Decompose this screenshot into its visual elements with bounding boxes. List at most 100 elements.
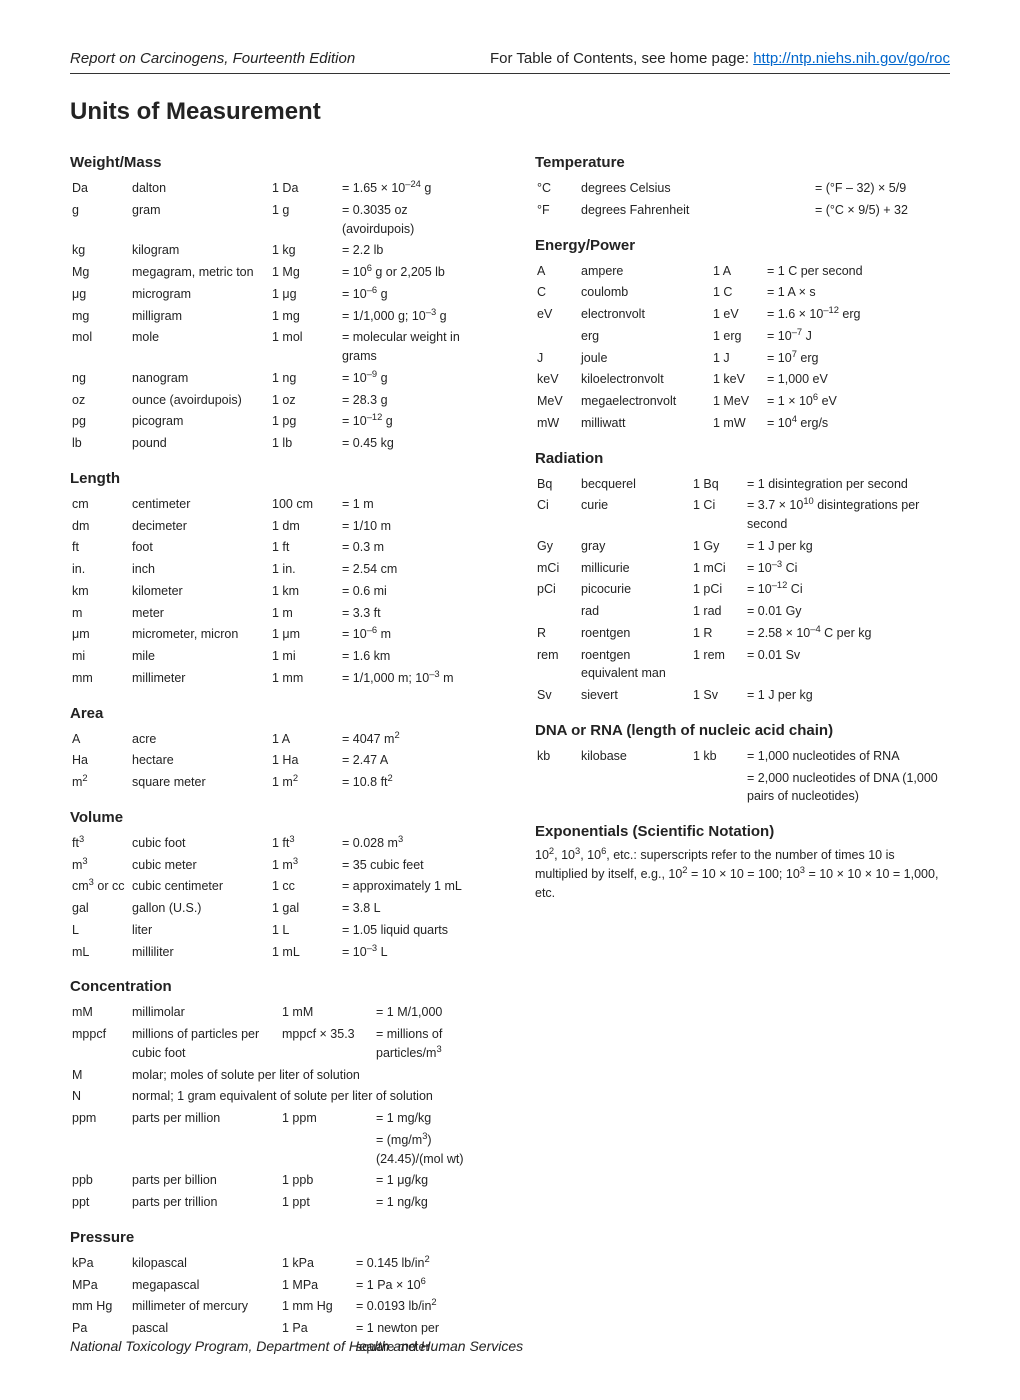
unit-abbrev: eV bbox=[537, 305, 579, 325]
table-row: ggram1 g= 0.3035 oz (avoirdupois) bbox=[72, 201, 483, 240]
table-row: mMmillimolar1 mM= 1 M/1,000 bbox=[72, 1003, 483, 1023]
table-row: Jjoule1 J= 107 erg bbox=[537, 349, 948, 369]
unit-abbrev: A bbox=[537, 262, 579, 282]
unit-name: nanogram bbox=[132, 369, 270, 389]
table-row: rad1 rad= 0.01 Gy bbox=[537, 602, 948, 622]
unit-abbrev: ng bbox=[72, 369, 130, 389]
unit-name: cubic meter bbox=[132, 856, 270, 876]
unit-equivalence: = 1 J per kg bbox=[747, 686, 948, 706]
unit-equivalence: = 1 J per kg bbox=[747, 537, 948, 557]
table-row: eVelectronvolt1 eV= 1.6 × 10–12 erg bbox=[537, 305, 948, 325]
unit-quantity: 1 MeV bbox=[713, 392, 765, 412]
unit-name: molar; moles of solute per liter of solu… bbox=[132, 1066, 483, 1086]
unit-name: coulomb bbox=[581, 283, 711, 303]
unit-abbrev bbox=[537, 769, 579, 808]
unit-table: Aacre1 A= 4047 m2Hahectare1 Ha= 2.47 Am2… bbox=[70, 728, 485, 795]
unit-equivalence: = 2.2 lb bbox=[342, 241, 483, 261]
unit-quantity: 1 μg bbox=[272, 285, 340, 305]
unit-quantity: 1 cc bbox=[272, 877, 340, 897]
unit-name: ounce (avoirdupois) bbox=[132, 391, 270, 411]
unit-name: gray bbox=[581, 537, 691, 557]
unit-name: becquerel bbox=[581, 475, 691, 495]
unit-name: degrees Celsius bbox=[581, 179, 743, 199]
unit-table: °Cdegrees Celsius= (°F – 32) × 5/9°Fdegr… bbox=[535, 177, 950, 223]
unit-equivalence: = 35 cubic feet bbox=[342, 856, 483, 876]
page-title: Units of Measurement bbox=[70, 98, 950, 126]
unit-abbrev: Bq bbox=[537, 475, 579, 495]
unit-abbrev: °C bbox=[537, 179, 579, 199]
table-row: mWmilliwatt1 mW= 104 erg/s bbox=[537, 414, 948, 434]
header-title-right: For Table of Contents, see home page: ht… bbox=[490, 50, 950, 67]
unit-name: kilometer bbox=[132, 582, 270, 602]
unit-name: meter bbox=[132, 604, 270, 624]
unit-name: inch bbox=[132, 560, 270, 580]
table-row: °Cdegrees Celsius= (°F – 32) × 5/9 bbox=[537, 179, 948, 199]
unit-abbrev: cm3 or cc bbox=[72, 877, 130, 897]
unit-equivalence: = 1 Pa × 106 bbox=[356, 1276, 483, 1296]
unit-equivalence: = 4047 m2 bbox=[342, 730, 483, 750]
unit-equivalence: = 3.8 L bbox=[342, 899, 483, 919]
unit-name: curie bbox=[581, 496, 691, 535]
unit-name: megaelectronvolt bbox=[581, 392, 711, 412]
unit-equivalence: = 0.01 Sv bbox=[747, 646, 948, 685]
table-row: in.inch1 in.= 2.54 cm bbox=[72, 560, 483, 580]
table-row: Hahectare1 Ha= 2.47 A bbox=[72, 751, 483, 771]
unit-quantity: 1 mM bbox=[282, 1003, 374, 1023]
section-title: Temperature bbox=[535, 154, 950, 171]
unit-abbrev: μg bbox=[72, 285, 130, 305]
unit-name: milliliter bbox=[132, 943, 270, 963]
table-row: molmole1 mol= molecular weight in grams bbox=[72, 328, 483, 367]
unit-name: micrometer, micron bbox=[132, 625, 270, 645]
unit-equivalence: = 1 M/1,000 bbox=[376, 1003, 483, 1023]
section-title: Radiation bbox=[535, 450, 950, 467]
table-row: mm Hgmillimeter of mercury1 mm Hg= 0.019… bbox=[72, 1297, 483, 1317]
table-row: ft3cubic foot1 ft3= 0.028 m3 bbox=[72, 834, 483, 854]
unit-quantity: 100 cm bbox=[272, 495, 340, 515]
unit-name: gallon (U.S.) bbox=[132, 899, 270, 919]
unit-table: ft3cubic foot1 ft3= 0.028 m3m3cubic mete… bbox=[70, 832, 485, 965]
unit-equivalence: = 1/1,000 g; 10–3 g bbox=[342, 307, 483, 327]
unit-name: normal; 1 gram equivalent of solute per … bbox=[132, 1087, 483, 1107]
unit-quantity: 1 eV bbox=[713, 305, 765, 325]
unit-equivalence: = 1.65 × 10–24 g bbox=[342, 179, 483, 199]
unit-abbrev: ppb bbox=[72, 1171, 130, 1191]
unit-quantity: 1 ppt bbox=[282, 1193, 374, 1213]
table-row: Mmolar; moles of solute per liter of sol… bbox=[72, 1066, 483, 1086]
unit-abbrev: ppt bbox=[72, 1193, 130, 1213]
table-row: erg1 erg= 10–7 J bbox=[537, 327, 948, 347]
unit-equivalence: = 0.6 mi bbox=[342, 582, 483, 602]
unit-quantity: 1 Bq bbox=[693, 475, 745, 495]
unit-equivalence: = 2.54 cm bbox=[342, 560, 483, 580]
unit-name: milligram bbox=[132, 307, 270, 327]
unit-equivalence: = 1 mg/kg bbox=[376, 1109, 483, 1129]
unit-abbrev: L bbox=[72, 921, 130, 941]
unit-name bbox=[581, 769, 691, 808]
unit-name: milliwatt bbox=[581, 414, 711, 434]
table-row: = (mg/m3)(24.45)/(mol wt) bbox=[72, 1131, 483, 1170]
unit-name: microgram bbox=[132, 285, 270, 305]
unit-equivalence: = 0.3 m bbox=[342, 538, 483, 558]
table-row: ppbparts per billion1 ppb= 1 μg/kg bbox=[72, 1171, 483, 1191]
unit-abbrev: Mg bbox=[72, 263, 130, 283]
unit-name: kilopascal bbox=[132, 1254, 280, 1274]
unit-equivalence: = 10–3 Ci bbox=[747, 559, 948, 579]
unit-equivalence: = 0.145 lb/in2 bbox=[356, 1254, 483, 1274]
unit-abbrev: R bbox=[537, 624, 579, 644]
unit-abbrev: °F bbox=[537, 201, 579, 221]
unit-abbrev: km bbox=[72, 582, 130, 602]
toc-link[interactable]: http://ntp.niehs.nih.gov/go/roc bbox=[753, 50, 950, 67]
unit-quantity: 1 kg bbox=[272, 241, 340, 261]
section-title: Area bbox=[70, 705, 485, 722]
table-row: Cicurie1 Ci= 3.7 × 1010 disintegrations … bbox=[537, 496, 948, 535]
unit-abbrev: μm bbox=[72, 625, 130, 645]
unit-equivalence: = 1,000 eV bbox=[767, 370, 948, 390]
unit-equivalence: = 2.58 × 10–4 C per kg bbox=[747, 624, 948, 644]
unit-quantity: 1 ft3 bbox=[272, 834, 340, 854]
unit-table: Bqbecquerel1 Bq= 1 disintegration per se… bbox=[535, 473, 950, 708]
unit-equivalence: = 0.01 Gy bbox=[747, 602, 948, 622]
table-row: Mgmegagram, metric ton1 Mg= 106 g or 2,2… bbox=[72, 263, 483, 283]
unit-quantity bbox=[745, 179, 813, 199]
unit-abbrev: J bbox=[537, 349, 579, 369]
unit-equivalence: = 10–3 L bbox=[342, 943, 483, 963]
unit-abbrev bbox=[537, 602, 579, 622]
